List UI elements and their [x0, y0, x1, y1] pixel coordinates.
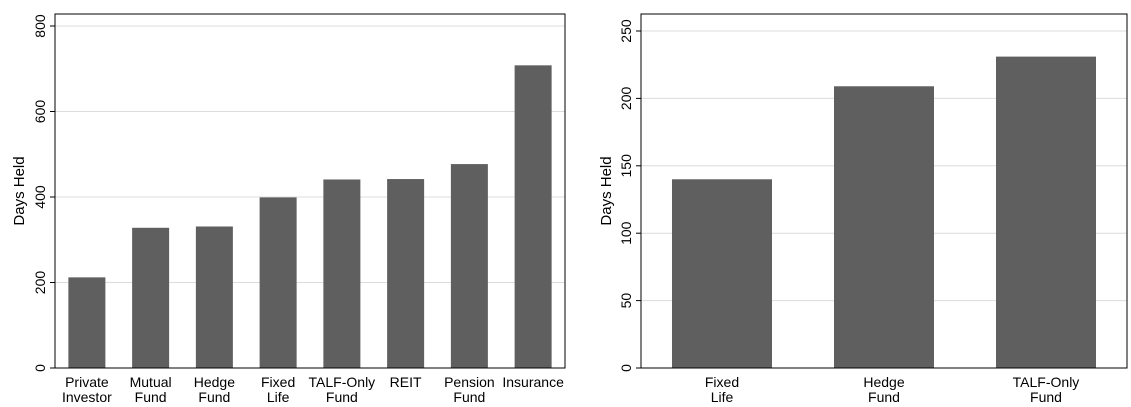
bar-fixed-life	[259, 197, 297, 368]
bar-talf-only-fund	[323, 179, 361, 368]
y-tick-label: 50	[618, 293, 634, 309]
plot-frame	[54, 13, 566, 369]
bar-talf-only-fund	[996, 56, 1096, 368]
bar-hedge-fund	[195, 226, 233, 368]
y-axis-label: Days Held	[598, 156, 615, 225]
bar-reit	[387, 179, 425, 368]
chart-days-held-by-investor-type: Private Investor Mutual Fund Hedge Fund Fixed L…	[11, 13, 566, 405]
y-tick-label: 600	[32, 100, 48, 124]
y-axis-label: Days Held	[11, 156, 28, 225]
x-tick-label: Mutual Fund	[130, 374, 172, 405]
bar-fixed-life	[672, 179, 772, 368]
y-tick-label: 100	[618, 221, 634, 245]
x-tick-label: Fixed Life	[705, 374, 739, 405]
y-tick-label: 200	[618, 87, 634, 111]
x-tick-label: Private Investor	[62, 374, 112, 405]
bar-mutual-fund	[132, 227, 170, 368]
x-tick-label: Hedge Fund	[863, 374, 904, 405]
chart-days-held-by-fund-type: Fixed Life Hedge Fund TALF-Only Fund 0 50 100 150…	[598, 13, 1128, 405]
x-tick-label: TALF-Only Fund	[309, 374, 376, 405]
x-tick-label: REIT	[390, 374, 422, 390]
y-tick-label: 400	[32, 185, 48, 209]
plot-frame	[640, 13, 1128, 369]
x-tick-label: Hedge Fund	[194, 374, 235, 405]
y-tick-label: 0	[618, 364, 634, 372]
y-tick-label: 200	[32, 271, 48, 295]
y-tick-label: 150	[618, 154, 634, 178]
x-tick-label: Pension Fund	[444, 374, 495, 405]
bar-private-investor	[68, 277, 106, 368]
bar-insurance	[514, 65, 552, 368]
x-tick-label: TALF-Only Fund	[1013, 374, 1080, 405]
bar-hedge-fund	[834, 86, 934, 368]
y-tick-label: 250	[618, 19, 634, 43]
x-tick-label: Fixed Life	[261, 374, 295, 405]
bar-pension-fund	[450, 164, 488, 368]
y-tick-label: 0	[32, 364, 48, 372]
x-tick-label: Insurance	[502, 374, 564, 390]
y-tick-label: 800	[32, 14, 48, 38]
